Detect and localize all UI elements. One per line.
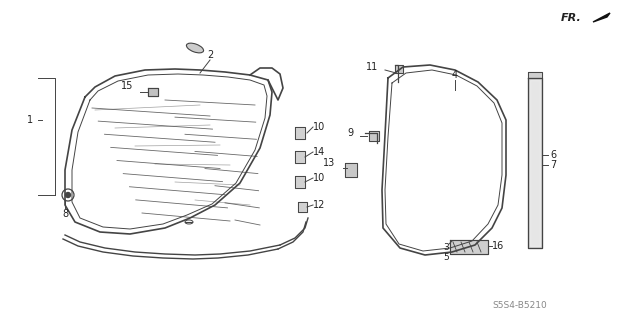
Ellipse shape	[186, 43, 204, 53]
Polygon shape	[530, 80, 540, 246]
Text: 13: 13	[323, 158, 335, 168]
Text: 3: 3	[443, 243, 449, 253]
Text: 9: 9	[347, 128, 353, 138]
Polygon shape	[369, 131, 379, 141]
Text: S5S4-B5210: S5S4-B5210	[493, 300, 547, 309]
Text: 12: 12	[313, 200, 325, 210]
Text: 11: 11	[365, 62, 378, 72]
Polygon shape	[298, 202, 307, 212]
Text: 8: 8	[62, 209, 68, 219]
Text: 1: 1	[27, 115, 33, 125]
Text: FR.: FR.	[561, 13, 582, 23]
Polygon shape	[345, 163, 357, 177]
Text: 10: 10	[313, 122, 325, 132]
Text: 5: 5	[443, 253, 449, 262]
Polygon shape	[528, 78, 542, 248]
Polygon shape	[148, 88, 158, 96]
Circle shape	[65, 192, 70, 197]
Text: 10: 10	[313, 173, 325, 183]
Text: 7: 7	[550, 160, 556, 170]
Polygon shape	[395, 65, 403, 73]
Text: 14: 14	[313, 147, 325, 157]
Polygon shape	[295, 176, 305, 188]
Polygon shape	[295, 151, 305, 163]
Text: 16: 16	[492, 241, 504, 251]
Text: 15: 15	[120, 81, 133, 91]
Text: 4: 4	[452, 70, 458, 80]
Polygon shape	[295, 127, 305, 139]
Polygon shape	[593, 13, 610, 22]
Text: 6: 6	[550, 150, 556, 160]
Polygon shape	[528, 72, 542, 78]
Polygon shape	[450, 240, 488, 254]
Text: 2: 2	[207, 50, 213, 60]
